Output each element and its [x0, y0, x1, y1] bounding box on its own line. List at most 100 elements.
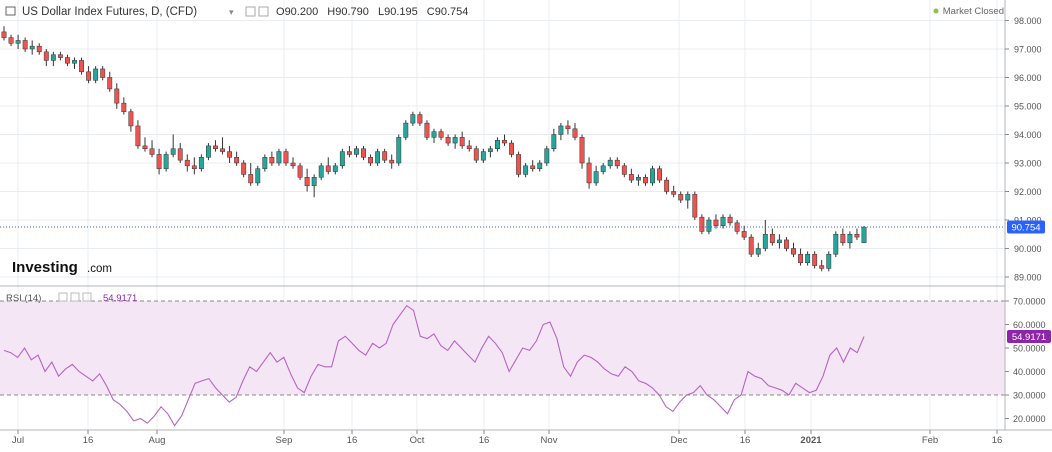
- candle-body: [495, 139, 500, 149]
- high-label: H: [327, 6, 335, 18]
- low-label: L: [378, 6, 384, 18]
- candle-body: [438, 131, 444, 138]
- candle-body: [396, 137, 402, 164]
- candle-body: [65, 57, 70, 64]
- time-tick-label: Dec: [671, 435, 688, 446]
- candle-body: [234, 157, 240, 164]
- time-axis[interactable]: Jul 16 Aug Sep 16 Oct 16 Nov Dec 16 2021 Feb 16: [12, 430, 1002, 446]
- candle-body: [255, 168, 261, 184]
- time-tick-label: Aug: [149, 435, 166, 446]
- candle-body: [142, 145, 148, 149]
- market-status: Market Closed: [933, 6, 1004, 17]
- candle-body: [114, 88, 120, 104]
- candle-body: [191, 165, 197, 169]
- candle-body: [220, 148, 225, 152]
- candle-body: [593, 171, 599, 184]
- candle-body: [805, 253, 811, 263]
- time-tick-label: 16: [347, 435, 358, 446]
- price-tick-label: 97.000: [1014, 45, 1042, 55]
- candle-body: [628, 174, 634, 181]
- candle-body: [79, 60, 84, 73]
- price-tick-label: 91.000: [1014, 216, 1042, 226]
- candle-body: [57, 54, 63, 58]
- candle-body: [1, 31, 7, 38]
- candle-body: [205, 145, 211, 158]
- candle-body: [607, 159, 613, 167]
- rsi-tick-label: 30.0000: [1013, 391, 1046, 401]
- candle-body: [755, 248, 761, 255]
- collapse-icon[interactable]: [5, 6, 16, 16]
- candle-body: [692, 194, 698, 218]
- candle-body: [431, 131, 437, 138]
- rsi-settings-icon[interactable]: [70, 292, 80, 302]
- candle-body: [318, 165, 324, 178]
- candle-body: [375, 151, 381, 164]
- candle-body: [354, 148, 359, 155]
- rsi-legend-value: 54.9171: [103, 293, 137, 304]
- rsi-close-icon[interactable]: [82, 292, 92, 302]
- candle-body: [445, 137, 451, 144]
- candle-body: [664, 179, 670, 192]
- candle-body: [107, 77, 113, 90]
- candle-body: [720, 216, 726, 226]
- investing-logo: Investing .com: [12, 259, 112, 276]
- candle-body: [734, 222, 740, 232]
- candle-body: [706, 219, 712, 232]
- candle-body: [121, 102, 127, 112]
- rsi-axis[interactable]: 70.0000 60.0000 50.0000 40.0000 30.0000 20.00…: [1005, 297, 1046, 425]
- time-tick-label: Oct: [410, 435, 425, 446]
- candle-body: [410, 114, 416, 124]
- candle-body: [713, 219, 719, 226]
- candle-body: [8, 37, 14, 44]
- candle-body: [36, 45, 42, 53]
- price-tick-label: 98.000: [1014, 16, 1042, 26]
- price-tick-label: 93.000: [1014, 159, 1042, 169]
- last-price-tag: 90.754: [1007, 220, 1045, 234]
- close-value: 90.754: [435, 6, 469, 18]
- candle-body: [452, 137, 458, 144]
- candle-body: [325, 165, 331, 172]
- candle-body: [776, 239, 782, 244]
- settings-icon[interactable]: [258, 6, 269, 17]
- rsi-band: [0, 301, 1005, 395]
- market-status-label: Market Closed: [943, 6, 1004, 17]
- candle-body: [417, 114, 423, 124]
- candle-body: [579, 137, 585, 164]
- candle-body: [156, 154, 162, 169]
- dropdown-chevron-icon[interactable]: ▾: [229, 7, 234, 17]
- candle-body: [833, 234, 839, 255]
- candle-body: [614, 159, 620, 167]
- candle-body: [600, 165, 606, 172]
- time-tick-label: 16: [740, 435, 751, 446]
- last-price-label: 90.754: [1011, 223, 1040, 234]
- candle-body: [727, 216, 733, 224]
- candle-body: [22, 40, 28, 50]
- rsi-tick-label: 60.0000: [1013, 320, 1046, 330]
- candle-body: [530, 165, 536, 169]
- candle-body: [297, 165, 303, 178]
- candle-body: [769, 234, 775, 244]
- rsi-legend: RSI (14) 54.9171: [6, 292, 137, 304]
- candle-body: [50, 54, 56, 61]
- symbol-title: US Dollar Index Futures, D, (CFD): [22, 6, 197, 18]
- rsi-visibility-icon[interactable]: [58, 292, 68, 302]
- rsi-last-value-label: 54.9171: [1012, 332, 1046, 343]
- visibility-icon[interactable]: [245, 6, 256, 17]
- candle-body: [135, 125, 141, 147]
- candle-body: [184, 159, 190, 167]
- price-tick-label: 90.000: [1014, 244, 1042, 254]
- candle-body: [621, 165, 627, 175]
- rsi-tick-label: 20.0000: [1013, 414, 1046, 424]
- candle-body: [847, 234, 853, 244]
- candle-body: [149, 148, 155, 155]
- time-tick-label: Nov: [541, 435, 558, 446]
- svg-text:O90.200 H90.790 L9: O90.200 H90.790 L90.195 C90.754: [276, 6, 468, 18]
- candle-body: [657, 168, 663, 181]
- price-axis[interactable]: 98.000 97.000 96.000 95.000 94.000 93.000 92.0…: [1005, 16, 1042, 283]
- rsi-tick-label: 70.0000: [1013, 297, 1046, 307]
- candle-body: [502, 139, 507, 144]
- candle-body: [332, 165, 338, 172]
- candle-body: [798, 253, 803, 263]
- price-tick-label: 96.000: [1014, 73, 1042, 83]
